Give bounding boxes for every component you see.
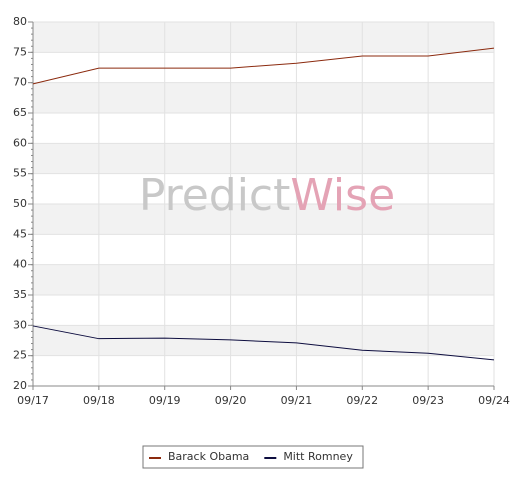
grid-band: [33, 143, 494, 174]
x-tick-label: 09/23: [412, 394, 444, 407]
legend-label: Barack Obama: [168, 450, 249, 463]
grid-band: [33, 82, 494, 113]
grid-band: [33, 264, 494, 295]
y-tick-label: 45: [13, 227, 27, 240]
grid-band: [33, 204, 494, 235]
y-tick-label: 65: [13, 106, 27, 119]
x-tick-label: 09/19: [149, 394, 181, 407]
y-tick-label: 70: [13, 76, 27, 89]
y-tick-label: 40: [13, 258, 27, 271]
x-tick-label: 09/21: [281, 394, 313, 407]
y-tick-label: 80: [13, 15, 27, 28]
legend-box: [142, 445, 364, 469]
x-tick-label: 09/22: [346, 394, 378, 407]
y-tick-label: 35: [13, 288, 27, 301]
watermark: PredictWise: [139, 170, 395, 221]
y-tick-label: 20: [13, 379, 27, 392]
grid-band: [33, 325, 494, 356]
y-tick-label: 30: [13, 318, 27, 331]
x-tick-label: 09/17: [17, 394, 49, 407]
x-tick-label: 09/20: [215, 394, 247, 407]
y-tick-label: 60: [13, 136, 27, 149]
y-tick-label: 25: [13, 349, 27, 362]
x-tick-label: 09/18: [83, 394, 115, 407]
x-tick-label: 09/24: [478, 394, 510, 407]
watermark-second: Wise: [290, 170, 395, 221]
y-tick-label: 75: [13, 45, 27, 58]
y-tick-label: 50: [13, 197, 27, 210]
series-line: [32, 325, 495, 361]
legend-label: Mitt Romney: [283, 450, 353, 463]
y-tick-label: 55: [13, 167, 27, 180]
watermark-first: Predict: [139, 170, 291, 221]
series-line: [32, 47, 495, 85]
grid-band: [33, 22, 494, 53]
